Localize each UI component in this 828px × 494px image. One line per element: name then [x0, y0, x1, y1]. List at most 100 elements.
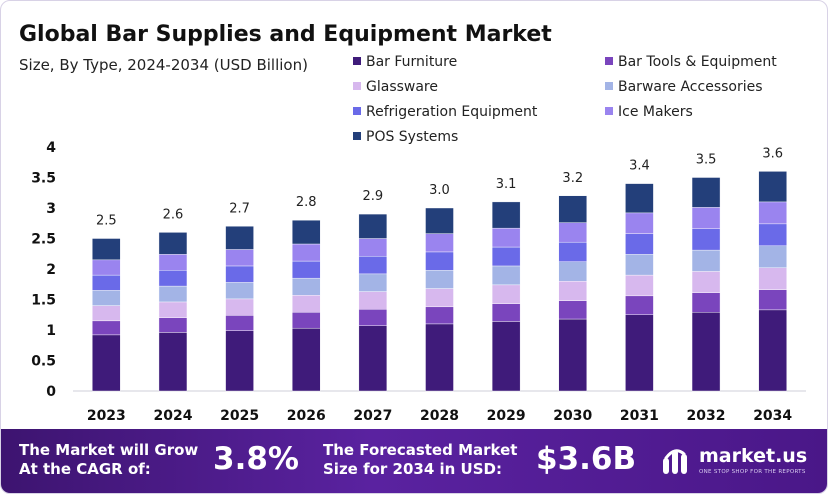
bar-segment	[292, 260, 321, 279]
legend-swatch	[353, 82, 361, 90]
x-tick-label: 2023	[87, 408, 126, 424]
bar-segment	[691, 207, 721, 229]
bar-segment	[758, 223, 787, 247]
bar-segment	[292, 243, 321, 262]
bar-segment	[625, 314, 654, 392]
x-tick-label: 2028	[420, 408, 459, 424]
forecast-label-line2: Size for 2034 in USD:	[323, 460, 502, 478]
bar-segment	[158, 232, 188, 255]
y-tick-label: 0.5	[31, 354, 56, 370]
total-data-label: 2.7	[229, 201, 250, 216]
y-tick-label: 2.5	[31, 232, 56, 248]
market-us-logo-icon	[663, 449, 687, 474]
bar-segment	[225, 282, 254, 300]
total-data-label: 3.6	[762, 146, 783, 161]
bar-segment	[425, 270, 454, 289]
bar-segment	[92, 290, 121, 306]
bar-segment	[691, 249, 721, 272]
legend-label: Refrigeration Equipment	[366, 104, 538, 120]
bar-segment	[292, 277, 321, 296]
total-data-label: 3.4	[629, 159, 650, 174]
bar-segment	[225, 249, 254, 267]
bar-segment	[158, 332, 188, 392]
bar-segment	[225, 315, 254, 331]
total-data-label: 3.5	[696, 153, 717, 168]
bar-segment	[558, 241, 587, 262]
x-tick-label: 2030	[553, 408, 592, 424]
bar-segment	[491, 265, 521, 286]
bar-segment	[558, 195, 587, 223]
bar-segment	[358, 273, 388, 292]
bar-segment	[225, 265, 254, 283]
y-tick-label: 0	[46, 384, 56, 400]
x-tick-label: 2031	[620, 408, 659, 424]
bar-segment	[92, 334, 121, 392]
bar-segment	[292, 219, 321, 245]
bar-segment	[625, 183, 654, 214]
chart-area: Global Bar Supplies and Equipment Market…	[19, 22, 806, 424]
bar-segment	[558, 222, 587, 243]
total-data-label: 3.0	[429, 183, 450, 198]
bar-segment	[491, 284, 521, 304]
y-tick-label: 3.5	[31, 171, 56, 187]
legend-label: Barware Accessories	[618, 79, 763, 95]
bar-segment	[358, 325, 388, 392]
y-tick-label: 1.5	[31, 293, 56, 309]
legend-label: Bar Tools & Equipment	[618, 54, 777, 70]
y-tick-label: 2	[46, 262, 56, 278]
total-data-label: 3.2	[562, 171, 583, 186]
total-data-label: 2.9	[363, 189, 384, 204]
bar-segment	[558, 281, 587, 301]
legend-swatch	[605, 107, 613, 115]
bar-segment	[158, 317, 188, 333]
bar-segment	[92, 238, 121, 261]
bar-segment	[158, 254, 188, 271]
bar-segment	[158, 270, 188, 287]
bar-segment	[758, 201, 787, 225]
legend-label: Glassware	[366, 79, 438, 95]
bar-segment	[425, 251, 454, 271]
bar-segment	[491, 246, 521, 267]
bar-segment	[358, 309, 388, 326]
brand-logo[interactable]: market.us ONE STOP SHOP FOR THE REPORTS	[661, 441, 821, 481]
legend-swatch	[353, 107, 361, 115]
y-axis: 0 0.5 1 1.5 2 2.5 3 3.5 4	[31, 140, 806, 400]
chart-title: Global Bar Supplies and Equipment Market	[19, 22, 552, 47]
bar-segment	[625, 254, 654, 276]
total-data-label: 2.5	[96, 214, 117, 229]
bar-segment	[691, 228, 721, 251]
bar-segment	[92, 274, 121, 291]
bar-segment	[691, 271, 721, 293]
bar-segment	[425, 233, 454, 253]
bar-segment	[758, 171, 787, 203]
bar-segment	[425, 207, 454, 234]
bar-segment	[491, 227, 521, 248]
cagr-value: 3.8%	[213, 441, 299, 477]
bar-segment	[92, 305, 121, 322]
y-tick-label: 1	[46, 323, 56, 339]
bar-segment	[358, 213, 388, 239]
bar-segment	[358, 238, 388, 257]
bar-segment	[292, 312, 321, 329]
x-tick-label: 2029	[487, 408, 526, 424]
bar-segment	[425, 323, 454, 392]
chart-subtitle: Size, By Type, 2024-2034 (USD Billion)	[19, 56, 308, 74]
brand-name: market.us	[699, 445, 808, 467]
bar-segment	[758, 267, 787, 290]
bar-segment	[758, 289, 787, 311]
stats-banner: The Market will Grow At the CAGR of: 3.8…	[1, 429, 827, 493]
bar-segment	[491, 201, 521, 229]
legend-swatch	[353, 132, 361, 140]
legend-swatch	[353, 57, 361, 65]
x-axis: 2023 2024 2025 2026 2027 2028 2029 2030 2031 2032…	[87, 408, 793, 424]
x-tick-label: 2026	[287, 408, 326, 424]
x-tick-label: 2034	[753, 408, 792, 424]
bar-segment	[225, 330, 254, 392]
bar-segment	[358, 291, 388, 310]
bar-segment	[625, 295, 654, 315]
x-tick-label: 2025	[220, 408, 259, 424]
bar-segment	[691, 292, 721, 313]
brand-tagline: ONE STOP SHOP FOR THE REPORTS	[699, 469, 806, 475]
bar-segment	[491, 303, 521, 322]
